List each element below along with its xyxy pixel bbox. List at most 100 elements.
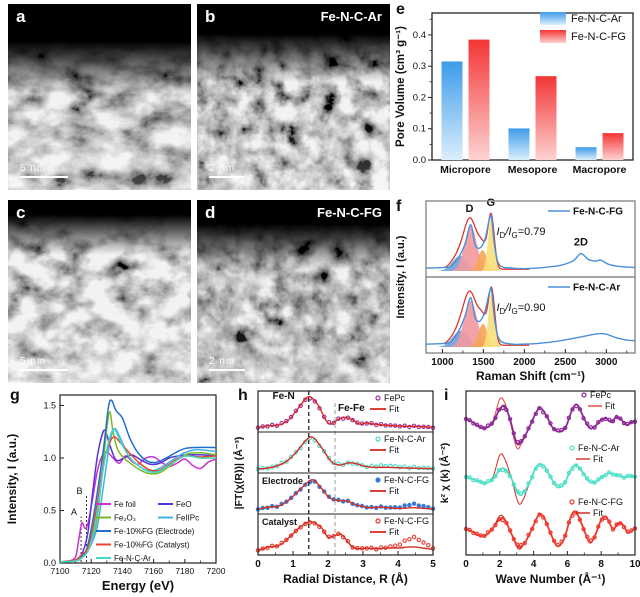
sample-label: Fe-N-C-Ar bbox=[320, 9, 382, 24]
svg-text:3000: 3000 bbox=[595, 357, 618, 368]
svg-text:Fit: Fit bbox=[389, 486, 399, 496]
svg-text:2: 2 bbox=[325, 559, 331, 570]
raman-fit-line bbox=[443, 286, 530, 346]
svg-text:Fe-10%FG (Electrode): Fe-10%FG (Electrode) bbox=[114, 527, 195, 536]
svg-text:Radial Distance, R (Å): Radial Distance, R (Å) bbox=[283, 571, 408, 586]
svg-text:0.0: 0.0 bbox=[413, 155, 426, 166]
bar-Fe-N-C-FG-Macropore bbox=[602, 133, 624, 160]
xanes-plot: 0.0 0.5 1.0 1.5 7100 7120 7140 7160 7180 7200 A B bbox=[43, 394, 226, 576]
svg-text:Fit: Fit bbox=[389, 404, 399, 414]
svg-text:Electrode: Electrode bbox=[262, 476, 303, 486]
svg-text:FeIIPc: FeIIPc bbox=[176, 514, 199, 523]
panel-g-xanes-chart: g 0.0 0.5 1.0 1.5 7100 7120 7140 7160 7180 7200 A B… bbox=[0, 385, 232, 597]
sample-label: Fe-N-C-FG bbox=[317, 205, 382, 220]
svg-text:0.1: 0.1 bbox=[413, 124, 426, 135]
panel-e-pore-volume-chart: e 0.0 0.1 0.2 0.3 0.4 Micropore Mesopore Macrop… bbox=[390, 0, 640, 195]
svg-text:Fe-N-C-FG: Fe-N-C-FG bbox=[384, 516, 429, 526]
tem-image-a bbox=[8, 4, 191, 190]
svg-text:3: 3 bbox=[360, 559, 366, 570]
svg-text:Fe-N-C-FG: Fe-N-C-FG bbox=[384, 475, 429, 485]
svg-text:0.2: 0.2 bbox=[413, 92, 426, 103]
bottom-glow bbox=[197, 200, 390, 383]
svg-text:8: 8 bbox=[598, 559, 604, 570]
scale-bar bbox=[20, 369, 68, 371]
scale-bar-label: 2 nm bbox=[209, 163, 236, 174]
xanes-series-Fe-10%FG (Electrode) bbox=[59, 399, 217, 563]
legend: Fe-N-C-Ar Fe-N-C-FG bbox=[540, 12, 626, 43]
svg-text:0: 0 bbox=[463, 559, 469, 570]
svg-text:4: 4 bbox=[395, 559, 401, 570]
bar-Fe-N-C-Ar-Mesopore bbox=[508, 128, 530, 160]
svg-text:Fe-N-C-Ar: Fe-N-C-Ar bbox=[578, 443, 620, 453]
bar-Fe-N-C-FG-Mesopore bbox=[535, 76, 557, 160]
svg-text:Fe-Fe: Fe-Fe bbox=[338, 403, 365, 414]
fit-line bbox=[257, 395, 434, 429]
svg-text:1500: 1500 bbox=[472, 357, 495, 368]
svg-text:Fe₂O₃: Fe₂O₃ bbox=[114, 514, 136, 523]
xanes-series-Fe-N-C-Ar bbox=[59, 428, 217, 563]
xanes-series-Fe₂O₃ bbox=[59, 411, 217, 563]
panel-letter-g: g bbox=[10, 387, 20, 404]
tem-panel-c: c 5 nm bbox=[8, 200, 191, 383]
raman-peak-fill bbox=[482, 293, 501, 347]
panel-letter-b: b bbox=[205, 7, 216, 26]
svg-text:Fe foil: Fe foil bbox=[114, 500, 136, 509]
svg-text:FeO: FeO bbox=[176, 500, 192, 509]
svg-text:1: 1 bbox=[290, 559, 296, 570]
bottom-glow bbox=[8, 4, 191, 190]
svg-text:1000: 1000 bbox=[431, 357, 454, 368]
svg-text:Pore Volume (cm³ g⁻¹): Pore Volume (cm³ g⁻¹) bbox=[395, 26, 407, 147]
raman-peak-fill bbox=[481, 218, 501, 271]
svg-text:ID/IG=0.79: ID/IG=0.79 bbox=[496, 226, 545, 240]
markers-Fe-N-C-FG bbox=[463, 510, 638, 548]
svg-text:2000: 2000 bbox=[513, 357, 536, 368]
fit-line bbox=[257, 436, 434, 470]
svg-text:Raman Shift (cm⁻¹): Raman Shift (cm⁻¹) bbox=[476, 369, 585, 383]
svg-text:Fe-N: Fe-N bbox=[273, 391, 295, 402]
pore-volume-bar-chart: 0.0 0.1 0.2 0.3 0.4 Micropore Mesopore Macropor… bbox=[395, 12, 634, 176]
svg-text:Macropore: Macropore bbox=[573, 164, 627, 176]
panel-letter-d: d bbox=[205, 203, 216, 222]
bar-Fe-N-C-Ar-Macropore bbox=[575, 147, 597, 160]
panel-letter-f: f bbox=[396, 198, 402, 215]
svg-text:Fit: Fit bbox=[605, 401, 615, 411]
svg-text:10: 10 bbox=[629, 559, 640, 570]
panel-letter-c: c bbox=[16, 203, 26, 222]
tem-panel-d: d Fe-N-C-FG 2 nm bbox=[197, 200, 390, 383]
svg-text:7180: 7180 bbox=[175, 566, 194, 576]
svg-text:FePc: FePc bbox=[590, 390, 612, 400]
panel-letter-h: h bbox=[238, 387, 248, 404]
svg-text:2D: 2D bbox=[574, 236, 588, 248]
panel-h-exafs-r-chart: h FePc Fit Fe-N-C-Ar Fit Fe-N-C-FG Fit Electro… bbox=[232, 385, 438, 597]
svg-text:0.5: 0.5 bbox=[43, 506, 56, 516]
svg-text:Fit: Fit bbox=[593, 454, 603, 464]
bottom-glow bbox=[197, 4, 390, 190]
scale-bar bbox=[209, 369, 245, 371]
tem-image-c bbox=[8, 200, 191, 383]
svg-text:1.0: 1.0 bbox=[43, 453, 56, 463]
svg-text:Fit: Fit bbox=[389, 445, 399, 455]
svg-text:7160: 7160 bbox=[144, 566, 163, 576]
panel-f-raman-chart: f Fe-N-C-FG D G 2D ID/IG=0.79 Fe-N-C-Ar ID/IG=… bbox=[390, 195, 640, 385]
svg-text:7100: 7100 bbox=[51, 566, 70, 576]
tem-image-b bbox=[197, 4, 390, 190]
svg-text:Fe-N-C-Ar: Fe-N-C-Ar bbox=[571, 13, 622, 25]
raman-data-line bbox=[425, 214, 636, 270]
panel-i-exafs-k-chart: i FePc Fit Fe-N-C-Ar Fit Fe-N-C-FG Fit 0 2 4 6 8 10… bbox=[438, 385, 640, 597]
xanes-spectra-chart: 0.0 0.5 1.0 1.5 7100 7120 7140 7160 7180 7200 A B Fe… bbox=[5, 394, 226, 593]
svg-text:Fe-N-C-Ar: Fe-N-C-Ar bbox=[384, 434, 426, 444]
svg-text:5: 5 bbox=[430, 559, 436, 570]
data-line bbox=[465, 463, 636, 497]
tem-panel-a: a 5 nm bbox=[8, 4, 191, 190]
svg-text:G: G bbox=[486, 197, 495, 209]
raman-spectra-chart: Fe-N-C-FG D G 2D ID/IG=0.79 Fe-N-C-Ar ID/IG=0.… bbox=[395, 197, 636, 383]
svg-text:1.5: 1.5 bbox=[43, 401, 56, 411]
legend: Fe foil FeO Fe₂O₃ FeIIPc Fe-10%FG (Electrode… bbox=[96, 500, 199, 563]
panel-letter-e: e bbox=[396, 1, 405, 18]
scale-bar bbox=[20, 176, 68, 178]
tem-panel-b: b Fe-N-C-Ar 2 nm bbox=[197, 4, 390, 190]
svg-text:0.3: 0.3 bbox=[413, 61, 426, 72]
bar-Fe-N-C-FG-Micropore bbox=[468, 39, 490, 160]
